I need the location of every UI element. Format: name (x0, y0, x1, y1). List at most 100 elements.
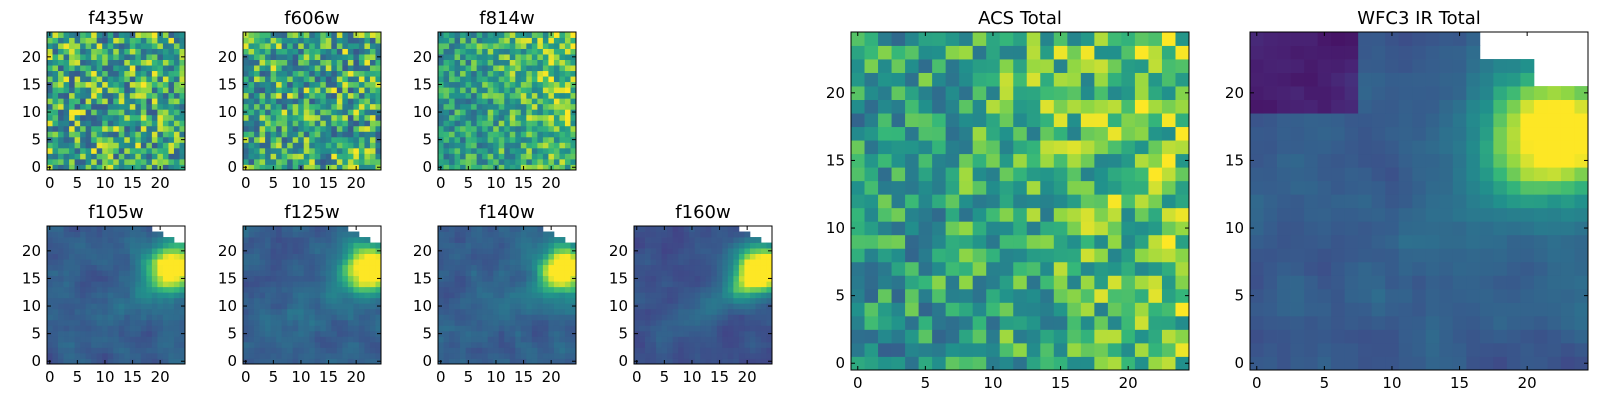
heatmap-cell (559, 76, 566, 83)
heatmap-cell (476, 264, 483, 271)
heatmap-cell (303, 325, 310, 332)
heatmap-cell (281, 341, 288, 348)
heatmap-cell (358, 319, 365, 326)
heatmap-cell (493, 242, 500, 249)
heatmap-cell (265, 242, 271, 249)
heatmap-cell (331, 103, 338, 110)
heatmap-cell (722, 330, 729, 337)
heatmap-cell (254, 98, 260, 105)
heatmap-cell (482, 308, 489, 315)
heatmap-cell (243, 153, 249, 160)
heatmap-cell (331, 153, 338, 160)
heatmap-cell (259, 153, 266, 160)
heatmap-cell (243, 92, 249, 99)
heatmap-cell (694, 231, 701, 238)
heatmap-cell (243, 286, 249, 293)
heatmap-cell (482, 87, 489, 94)
heatmap-cell (179, 43, 186, 49)
heatmap-cell (559, 65, 566, 72)
heatmap-cell (325, 142, 332, 149)
heatmap-cell (564, 120, 571, 127)
heatmap-cell (443, 286, 450, 293)
heatmap-cell (471, 98, 478, 105)
heatmap-cell (650, 231, 657, 238)
heatmap-cell (265, 114, 271, 121)
heatmap-cell (656, 325, 662, 332)
heatmap-cell (672, 336, 679, 343)
heatmap-cell (689, 336, 696, 343)
heatmap-cell (999, 329, 1014, 344)
heatmap-cell (63, 54, 70, 60)
heatmap-cell (254, 226, 260, 232)
heatmap-cell (509, 76, 516, 83)
heatmap-cell (179, 347, 186, 354)
heatmap-cell (661, 264, 668, 271)
heatmap-cell (347, 270, 354, 277)
heatmap-cell (678, 347, 685, 354)
heatmap-cell (47, 153, 53, 160)
heatmap-cell (1161, 180, 1176, 195)
heatmap-cell (460, 131, 466, 138)
heatmap-cell (999, 140, 1014, 155)
heatmap-cell (694, 303, 701, 310)
heatmap-cell (336, 330, 343, 337)
heatmap-cell (292, 336, 299, 343)
heatmap-cell (531, 308, 538, 315)
heatmap-cell (542, 242, 549, 249)
heatmap-cell (80, 59, 87, 66)
heatmap-cell (449, 352, 455, 359)
heatmap-cell (52, 103, 59, 110)
heatmap-cell (168, 264, 175, 271)
heatmap-cell (504, 352, 511, 359)
heatmap-cell (542, 131, 549, 138)
heatmap-cell (63, 65, 70, 72)
heatmap-cell (331, 341, 338, 348)
heatmap-cell (74, 347, 81, 354)
heatmap-cell (369, 153, 376, 160)
heatmap-cell (325, 292, 332, 299)
heatmap-cell (498, 59, 505, 66)
heatmap-cell (276, 76, 283, 83)
heatmap-cell (91, 109, 98, 116)
heatmap-cell (107, 347, 114, 354)
heatmap-cell (460, 259, 466, 266)
heatmap-cell (454, 125, 461, 132)
heatmap-cell (281, 48, 288, 55)
heatmap-cell (281, 330, 288, 337)
heatmap-cell (531, 297, 538, 304)
heatmap-cell (336, 48, 343, 55)
heatmap-cell (531, 65, 538, 72)
heatmap-cell (526, 153, 533, 160)
heatmap-cell (460, 70, 466, 77)
heatmap-cell (639, 248, 646, 254)
heatmap-cell (634, 352, 640, 359)
heatmap-cell (276, 103, 283, 110)
heatmap-cell (476, 248, 483, 254)
heatmap-cell (460, 231, 466, 238)
heatmap-cell (157, 103, 164, 110)
heatmap-cell (270, 341, 277, 348)
heatmap-cell (63, 286, 70, 293)
heatmap-cell (135, 297, 142, 304)
heatmap-cell (531, 37, 538, 44)
heatmap-cell (755, 325, 762, 332)
heatmap-cell (537, 253, 544, 260)
heatmap-cell (259, 319, 266, 326)
heatmap-cell (509, 98, 516, 105)
heatmap-cell (705, 303, 712, 310)
heatmap-cell (331, 358, 338, 365)
heatmap-cell (559, 48, 566, 55)
heatmap-cell (243, 319, 249, 326)
heatmap-cell (173, 325, 180, 332)
heatmap-cell (292, 325, 299, 332)
heatmap-cell (1080, 194, 1095, 209)
heatmap-cell (760, 248, 767, 254)
heatmap-cell (460, 98, 466, 105)
heatmap-cell (124, 103, 131, 110)
y-tick-label: 20 (609, 242, 628, 260)
heatmap-cell (157, 264, 164, 271)
heatmap-cell (157, 98, 164, 105)
heatmap-cell (570, 297, 577, 304)
heatmap-cell (375, 87, 382, 94)
heatmap-cell (851, 288, 865, 303)
